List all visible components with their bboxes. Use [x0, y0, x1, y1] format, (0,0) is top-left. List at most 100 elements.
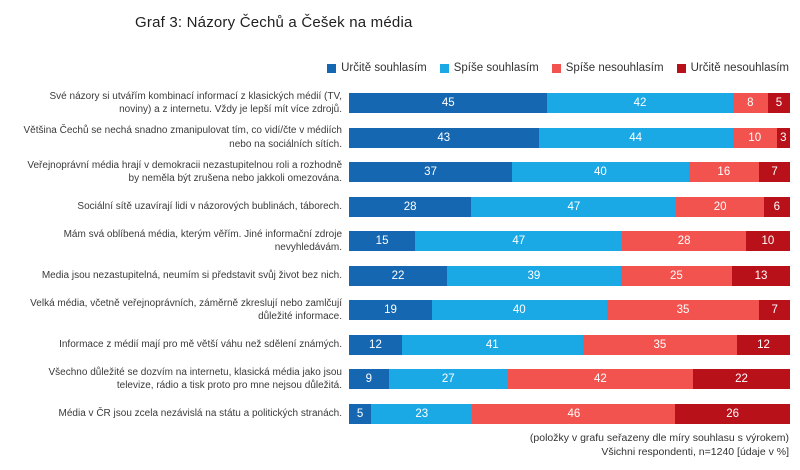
bar-segment: 35	[582, 334, 738, 355]
bar-segment: 5	[767, 93, 790, 113]
segment-value: 15	[375, 235, 389, 247]
stacked-bar: 37 40 16 7	[349, 162, 790, 182]
segment-value: 39	[527, 269, 541, 282]
segment-value: 47	[512, 235, 526, 247]
segment-value: 26	[726, 407, 740, 420]
legend: Určitě souhlasím Spíše souhlasím Spíše nes…	[327, 62, 789, 74]
segment-value: 28	[677, 235, 691, 247]
bar-segment: 12	[349, 334, 402, 355]
bar-segment: 42	[547, 93, 733, 113]
segment-value: 41	[485, 338, 499, 351]
stacked-bar: 9 27 42 22	[349, 369, 790, 389]
bar-segment: 27	[388, 369, 508, 389]
bar-segment: 3	[776, 127, 790, 148]
segment-value: 6	[773, 200, 781, 213]
segment-value: 10	[761, 235, 775, 247]
segment-value: 12	[757, 338, 770, 351]
bar-segment: 44	[538, 127, 733, 148]
chart-row: Informace z médií mají pro mě větší váhu…	[22, 334, 790, 355]
chart-row: Sociální sítě uzavírají lidi v názorovýc…	[22, 196, 790, 217]
legend-swatch-icon	[676, 63, 686, 73]
segment-value: 22	[391, 269, 405, 282]
segment-value: 23	[415, 407, 429, 420]
segment-value: 5	[775, 97, 783, 109]
bar-segment: 41	[401, 334, 583, 355]
stacked-bar: 43 44 10 3	[349, 127, 790, 148]
chart-row: Své názory si utvářím kombinací informac…	[22, 91, 790, 115]
segment-value: 9	[365, 373, 373, 385]
footer-note-respondents: Všichni respondenti, n=1240 [údaje v %]	[601, 445, 789, 458]
stacked-bar: 19 40 35 7	[349, 300, 790, 320]
bar-segment: 22	[349, 265, 447, 286]
bar-segment: 39	[447, 265, 621, 286]
bar-segment: 35	[606, 300, 760, 320]
stacked-bar: 22 39 25 13	[349, 265, 790, 286]
bar-segment: 10	[732, 127, 777, 148]
bar-segment: 40	[512, 162, 689, 182]
category-label: Své názory si utvářím kombinací informac…	[49, 90, 343, 116]
segment-value: 22	[735, 373, 748, 385]
bar-segment: 45	[349, 93, 548, 113]
segment-value: 44	[629, 131, 643, 144]
segment-value: 42	[593, 373, 607, 385]
bar-segment: 9	[349, 369, 389, 389]
stacked-bar: 28 47 20 6	[349, 196, 790, 217]
bar-segment: 20	[676, 196, 764, 217]
legend-label: Spíše souhlasím	[453, 62, 539, 74]
chart-row: Většina Čechů se nechá snadno zmanipulov…	[22, 125, 790, 150]
bar-segment: 26	[675, 403, 790, 424]
bar-segment: 47	[471, 196, 677, 217]
stacked-bar: 45 42 8 5	[349, 93, 790, 113]
segment-value: 7	[771, 304, 778, 316]
chart-row: Všechno důležité se dozvím na internetu,…	[22, 367, 790, 391]
segment-value: 19	[384, 304, 397, 316]
legend-swatch-icon	[439, 63, 449, 73]
chart-row: Veřejnoprávní média hrají v demokracii n…	[22, 160, 790, 184]
category-label: Sociální sítě uzavírají lidi v názorovýc…	[77, 200, 342, 212]
segment-value: 47	[567, 200, 581, 213]
chart-row: Mám svá oblíbená média, kterým věřím. Ji…	[22, 229, 790, 253]
segment-value: 20	[713, 200, 727, 213]
bar-segment: 7	[759, 300, 790, 320]
legend-swatch-icon	[327, 63, 337, 73]
segment-value: 10	[748, 131, 762, 144]
bar-segment: 10	[745, 231, 790, 251]
category-label: Všechno důležité se dozvím na internetu,…	[48, 366, 343, 392]
category-label: Media jsou nezastupitelná, neumím si pře…	[41, 269, 342, 281]
bar-segment: 28	[349, 196, 472, 217]
chart-title: Graf 3: Názory Čechů a Češek na média	[135, 14, 413, 31]
segment-value: 27	[441, 373, 455, 385]
segment-value: 16	[717, 166, 731, 178]
bar-segment: 28	[622, 231, 746, 251]
bar-segment: 46	[472, 403, 676, 424]
legend-label: Určitě souhlasím	[341, 62, 427, 74]
footer-note-sorting: (položky v grafu seřazeny dle míry souhl…	[529, 432, 789, 444]
bar-segment: 12	[737, 334, 790, 355]
bar-segment: 37	[349, 162, 513, 182]
segment-value: 37	[424, 166, 437, 178]
stacked-bar: 12 41 35 12	[349, 334, 790, 355]
segment-value: 13	[754, 269, 768, 282]
legend-item: Spíše nesouhlasím	[551, 62, 664, 74]
chart-row: Media jsou nezastupitelná, neumím si pře…	[22, 265, 790, 286]
segment-value: 7	[771, 166, 778, 178]
segment-value: 28	[403, 200, 417, 213]
legend-item: Spíše souhlasím	[439, 62, 539, 74]
segment-value: 12	[369, 338, 382, 351]
segment-value: 35	[653, 338, 667, 351]
category-label: Velká média, včetně veřejnoprávních, zám…	[30, 297, 342, 323]
bar-segment: 43	[349, 127, 539, 148]
bar-segment: 5	[349, 403, 372, 424]
bar-segment: 19	[349, 300, 432, 320]
segment-value: 42	[633, 97, 647, 109]
bar-segment: 13	[732, 265, 790, 286]
category-label: Média v ČR jsou zcela nezávislá na státu…	[58, 407, 342, 419]
bar-segment: 40	[431, 300, 607, 320]
stacked-bar: 5 23 46 26	[349, 403, 790, 424]
legend-item: Určitě nesouhlasím	[676, 62, 789, 74]
bar-segment: 6	[763, 196, 790, 217]
chart-row: Média v ČR jsou zcela nezávislá na státu…	[22, 403, 790, 424]
category-label: Informace z médií mají pro mě větší váhu…	[59, 338, 342, 350]
category-label: Většina Čechů se nechá snadno zmanipulov…	[23, 125, 342, 150]
